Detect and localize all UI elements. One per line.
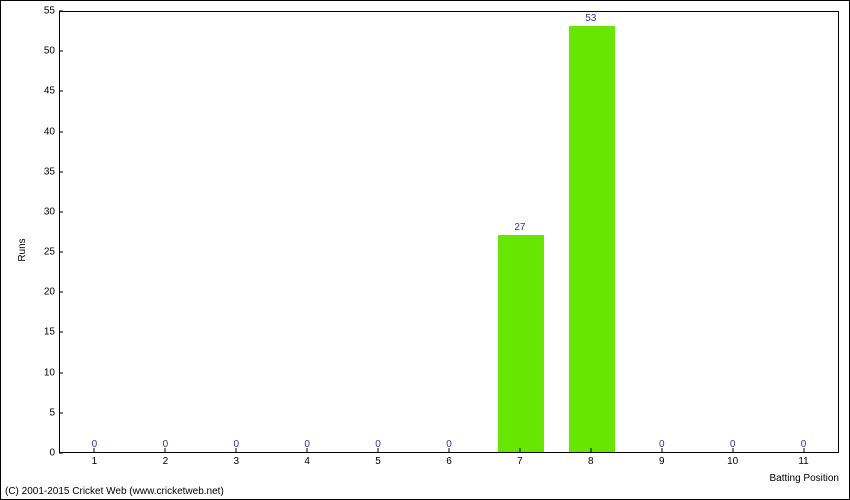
y-tick-label: 15: [44, 327, 55, 338]
bar-value-label: 27: [514, 222, 525, 233]
x-tick-label: 7: [517, 456, 523, 467]
y-tick-label: 0: [49, 448, 55, 459]
bar-value-label: 0: [92, 439, 98, 450]
y-tick-mark: [59, 252, 63, 253]
y-tick-mark: [59, 171, 63, 172]
x-axis-label: Batting Position: [770, 473, 840, 484]
y-tick-mark: [59, 51, 63, 52]
bar-value-label: 0: [730, 439, 736, 450]
y-tick-label: 20: [44, 287, 55, 298]
y-tick-label: 45: [44, 86, 55, 97]
y-tick-label: 40: [44, 126, 55, 137]
y-tick-label: 50: [44, 46, 55, 57]
bar-value-label: 0: [659, 439, 665, 450]
y-tick-label: 55: [44, 6, 55, 17]
bar-value-label: 53: [585, 13, 596, 24]
y-tick-label: 10: [44, 367, 55, 378]
x-tick-mark: [590, 448, 591, 452]
y-tick-mark: [59, 453, 63, 454]
x-tick-label: 5: [375, 456, 381, 467]
y-tick-mark: [59, 412, 63, 413]
x-tick-label: 10: [727, 456, 738, 467]
bar-value-label: 0: [233, 439, 239, 450]
x-tick-label: 9: [659, 456, 665, 467]
bar: [569, 26, 615, 452]
x-tick-label: 8: [588, 456, 594, 467]
bar-value-label: 0: [446, 439, 452, 450]
x-tick-label: 2: [163, 456, 169, 467]
y-tick-label: 35: [44, 166, 55, 177]
y-axis-label: Runs: [17, 238, 28, 261]
plot-area: [59, 11, 839, 453]
y-tick-mark: [59, 11, 63, 12]
bar-value-label: 0: [801, 439, 807, 450]
chart-container: Runs Batting Position (C) 2001-2015 Cric…: [0, 0, 850, 500]
y-tick-mark: [59, 91, 63, 92]
x-tick-label: 11: [798, 456, 808, 467]
x-tick-label: 1: [92, 456, 98, 467]
y-tick-mark: [59, 372, 63, 373]
bar-value-label: 0: [163, 439, 169, 450]
copyright-text: (C) 2001-2015 Cricket Web (www.cricketwe…: [5, 486, 224, 497]
y-tick-label: 30: [44, 206, 55, 217]
x-tick-label: 6: [446, 456, 452, 467]
x-tick-label: 4: [304, 456, 310, 467]
y-tick-mark: [59, 131, 63, 132]
y-tick-label: 5: [49, 407, 55, 418]
bar-value-label: 0: [375, 439, 381, 450]
bar-value-label: 0: [304, 439, 310, 450]
bar: [498, 235, 544, 452]
x-tick-mark: [519, 448, 520, 452]
y-tick-mark: [59, 211, 63, 212]
x-tick-label: 3: [233, 456, 239, 467]
y-tick-label: 25: [44, 247, 55, 258]
y-tick-mark: [59, 292, 63, 293]
y-tick-mark: [59, 332, 63, 333]
